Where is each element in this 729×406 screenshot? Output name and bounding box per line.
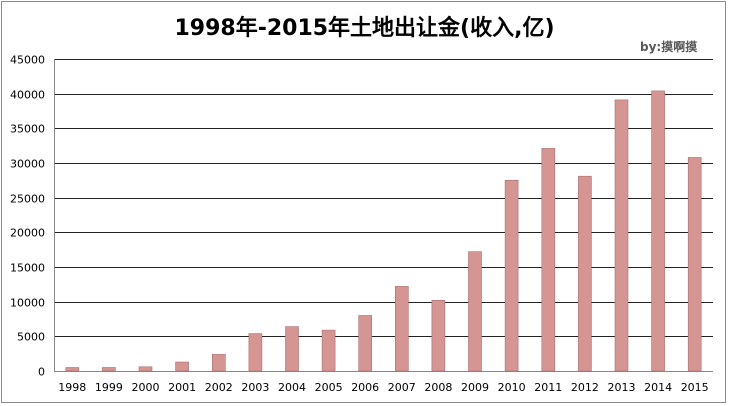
x-tick-label: 2006 <box>351 381 379 394</box>
bar-2012 <box>578 175 592 372</box>
x-tick-label: 2013 <box>608 381 636 394</box>
x-axis-ticks: 1998 1999 2000 2001 2002 2003 2004 2005 2006 2007… <box>58 381 708 394</box>
y-tick-label: 25000 <box>10 193 45 206</box>
y-tick-label: 45000 <box>10 54 45 67</box>
y-tick-label: 15000 <box>10 262 45 275</box>
bar-2010 <box>504 180 519 372</box>
x-tick-label: 2005 <box>315 381 343 394</box>
bar-2007 <box>394 286 409 372</box>
x-tick-label: 2007 <box>388 381 416 394</box>
bar-2003 <box>248 333 263 372</box>
y-tick-label: 0 <box>38 366 45 379</box>
x-tick-label: 2003 <box>241 381 269 394</box>
bar-2001 <box>175 361 189 372</box>
x-tick-label: 2012 <box>571 381 599 394</box>
chart-title: 1998年-2015年土地出让金(收入,亿) <box>174 16 555 41</box>
y-tick-label: 30000 <box>10 158 45 171</box>
y-axis-ticks: 0 5000 10000 15000 20000 25000 30000 35000 40000… <box>10 54 45 379</box>
x-tick-label: 2001 <box>168 381 196 394</box>
bar-1999 <box>102 367 116 372</box>
chart-subtitle: by:摸啊摸 <box>640 40 698 54</box>
x-tick-label: 2015 <box>681 381 709 394</box>
y-tick-label: 10000 <box>10 297 45 310</box>
bar-2015 <box>687 157 702 372</box>
bar-2009 <box>468 251 482 372</box>
x-tick-label: 1999 <box>95 381 123 394</box>
bar-2008 <box>431 299 446 372</box>
x-tick-label: 2004 <box>278 381 306 394</box>
bar-2005 <box>321 329 336 372</box>
y-tick-label: 40000 <box>10 89 45 102</box>
x-tick-label: 2014 <box>644 381 672 394</box>
bar-1998 <box>65 367 80 372</box>
y-tick-label: 20000 <box>10 227 45 240</box>
bar-2006 <box>358 315 373 372</box>
bar-2013 <box>614 99 629 372</box>
bar-2004 <box>285 326 299 372</box>
grid-lines <box>54 59 713 372</box>
bar-2011 <box>541 148 556 372</box>
y-tick-label: 35000 <box>10 123 45 136</box>
x-tick-label: 1998 <box>58 381 86 394</box>
x-tick-label: 2009 <box>461 381 489 394</box>
bar-2002 <box>212 354 226 372</box>
bar-2000 <box>138 366 153 372</box>
y-tick-label: 5000 <box>17 331 45 344</box>
x-tick-label: 2010 <box>498 381 526 394</box>
bar-2014 <box>651 90 665 372</box>
x-tick-label: 2002 <box>205 381 233 394</box>
x-tick-label: 2008 <box>424 381 452 394</box>
x-tick-label: 2011 <box>534 381 562 394</box>
bar-series <box>65 90 702 372</box>
x-tick-label: 2000 <box>132 381 160 394</box>
